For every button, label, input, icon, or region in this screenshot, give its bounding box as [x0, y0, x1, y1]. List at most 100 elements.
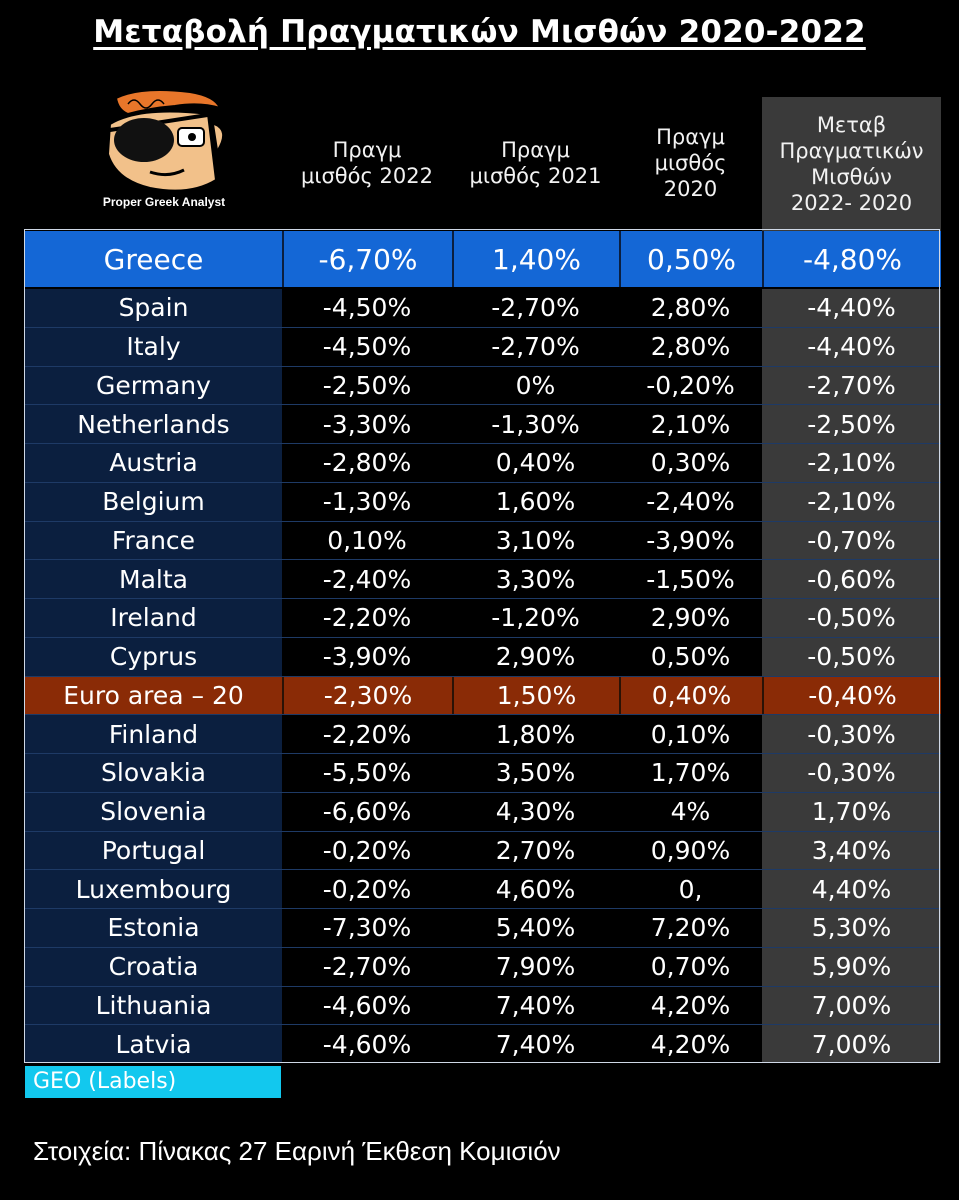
value-2020: -1,50%	[619, 560, 762, 598]
value-2020: 0,70%	[619, 947, 762, 986]
value-2020: -2,40%	[619, 482, 762, 521]
value-2021: 3,50%	[452, 754, 619, 792]
value-2021: 1,60%	[452, 482, 619, 521]
value-2022: -4,60%	[282, 986, 452, 1025]
value-2022: -2,20%	[282, 715, 452, 753]
value-2022: -3,30%	[282, 405, 452, 443]
country-label: Euro area – 20	[25, 676, 282, 715]
row-divider	[25, 636, 941, 638]
country-label: Austria	[25, 444, 282, 482]
value-change-2022-2020: -0,70%	[762, 521, 941, 560]
country-label: Portugal	[25, 831, 282, 870]
value-2021: 5,40%	[452, 909, 619, 947]
value-change-2022-2020: -2,10%	[762, 482, 941, 521]
value-2021: 2,70%	[452, 831, 619, 870]
row-divider	[25, 753, 941, 754]
value-2020: 2,10%	[619, 405, 762, 443]
country-label: Croatia	[25, 947, 282, 986]
value-2021: 3,10%	[452, 521, 619, 560]
value-2022: -2,50%	[282, 366, 452, 405]
value-2022: -4,50%	[282, 327, 452, 366]
value-change-2022-2020: 7,00%	[762, 986, 941, 1025]
value-2020: 4%	[619, 792, 762, 831]
table-row: Croatia -2,70% 7,90% 0,70% 5,90%	[25, 947, 941, 986]
value-2021: -1,20%	[452, 599, 619, 637]
value-change-2022-2020: -4,40%	[762, 289, 941, 327]
value-2020: 4,20%	[619, 1025, 762, 1063]
value-2020: 2,90%	[619, 599, 762, 637]
value-2020: -0,20%	[619, 366, 762, 405]
value-2021: 1,40%	[452, 231, 619, 287]
row-divider	[25, 520, 941, 522]
value-2022: -2,40%	[282, 560, 452, 598]
value-2021: 4,60%	[452, 870, 619, 908]
value-2022: -0,20%	[282, 831, 452, 870]
row-divider	[25, 869, 941, 871]
header-col-change: Μεταβ Πραγματικών Μισθών 2022- 2020	[762, 97, 941, 231]
value-2022: -3,90%	[282, 637, 452, 676]
value-2022: -5,50%	[282, 754, 452, 792]
value-2022: -4,60%	[282, 1025, 452, 1063]
value-2022: -2,80%	[282, 444, 452, 482]
table-row: Malta -2,40% 3,30% -1,50% -0,60%	[25, 560, 941, 598]
row-divider	[25, 985, 941, 987]
table-row: France 0,10% 3,10% -3,90% -0,70%	[25, 521, 941, 560]
page-title: Μεταβολή Πραγματικών Μισθών 2020-2022	[93, 14, 866, 50]
value-2021: -2,70%	[452, 327, 619, 366]
value-2020: 0,10%	[619, 715, 762, 753]
table-row: Lithuania -4,60% 7,40% 4,20% 7,00%	[25, 986, 941, 1025]
country-label: Netherlands	[25, 405, 282, 443]
value-2022: 0,10%	[282, 521, 452, 560]
country-label: Finland	[25, 715, 282, 753]
value-2022: -2,20%	[282, 599, 452, 637]
value-2021: 7,90%	[452, 947, 619, 986]
table-row: Greece -6,70% 1,40% 0,50% -4,80%	[25, 231, 941, 287]
row-divider	[25, 714, 941, 716]
table-row: Ireland -2,20% -1,20% 2,90% -0,50%	[25, 599, 941, 637]
row-divider	[25, 559, 941, 561]
value-2020: 0,40%	[619, 676, 762, 715]
value-change-2022-2020: -0,30%	[762, 715, 941, 753]
table-row: Portugal -0,20% 2,70% 0,90% 3,40%	[25, 831, 941, 870]
value-2021: 7,40%	[452, 1025, 619, 1063]
value-2022: -2,30%	[282, 676, 452, 715]
country-label: France	[25, 521, 282, 560]
value-change-2022-2020: 1,70%	[762, 792, 941, 831]
value-2021: -1,30%	[452, 405, 619, 443]
value-2020: 0,90%	[619, 831, 762, 870]
value-2020: 2,80%	[619, 327, 762, 366]
value-change-2022-2020: 3,40%	[762, 831, 941, 870]
country-label: Belgium	[25, 482, 282, 521]
country-label: Estonia	[25, 909, 282, 947]
country-label: Luxembourg	[25, 870, 282, 908]
value-2021: -2,70%	[452, 289, 619, 327]
row-divider	[25, 791, 941, 793]
value-2020: 4,20%	[619, 986, 762, 1025]
row-divider	[25, 598, 941, 599]
country-label: Germany	[25, 366, 282, 405]
value-2020: 1,70%	[619, 754, 762, 792]
value-change-2022-2020: -2,50%	[762, 405, 941, 443]
value-2020: 0,30%	[619, 444, 762, 482]
value-change-2022-2020: -0,30%	[762, 754, 941, 792]
header-col-2021: Πραγμ μισθός 2021	[469, 138, 602, 188]
value-2021: 1,50%	[452, 676, 619, 715]
country-label: Malta	[25, 560, 282, 598]
row-divider	[25, 946, 941, 948]
value-2021: 0,40%	[452, 444, 619, 482]
table-row: Germany -2,50% 0% -0,20% -2,70%	[25, 366, 941, 405]
value-change-2022-2020: -4,80%	[762, 231, 941, 287]
value-2020: 7,20%	[619, 909, 762, 947]
table-row: Cyprus -3,90% 2,90% 0,50% -0,50%	[25, 637, 941, 676]
value-change-2022-2020: 5,90%	[762, 947, 941, 986]
value-2021: 4,30%	[452, 792, 619, 831]
country-label: Lithuania	[25, 986, 282, 1025]
value-change-2022-2020: -2,70%	[762, 366, 941, 405]
table-row: Slovakia -5,50% 3,50% 1,70% -0,30%	[25, 754, 941, 792]
table-row: Austria -2,80% 0,40% 0,30% -2,10%	[25, 444, 941, 482]
value-2020: 0,50%	[619, 231, 762, 287]
country-label: Slovakia	[25, 754, 282, 792]
value-2021: 3,30%	[452, 560, 619, 598]
value-change-2022-2020: -4,40%	[762, 327, 941, 366]
country-label: Greece	[25, 231, 282, 287]
